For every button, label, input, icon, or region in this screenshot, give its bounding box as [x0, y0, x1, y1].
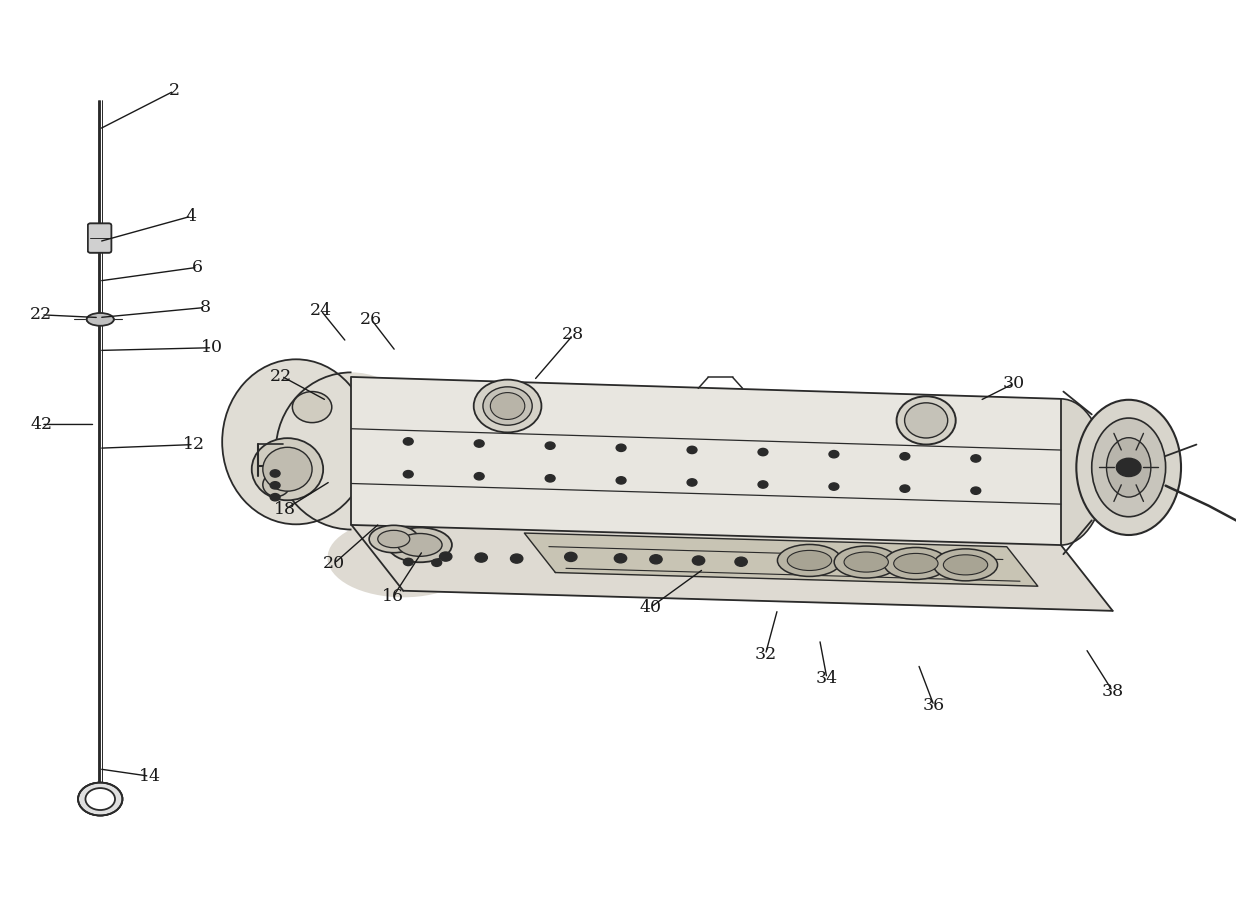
- Circle shape: [564, 552, 577, 561]
- Circle shape: [78, 783, 123, 815]
- Circle shape: [474, 440, 484, 447]
- Ellipse shape: [263, 447, 312, 491]
- Ellipse shape: [263, 473, 290, 497]
- Circle shape: [432, 559, 441, 566]
- Text: 38: 38: [1101, 683, 1123, 700]
- Circle shape: [84, 787, 117, 811]
- Ellipse shape: [474, 380, 542, 432]
- Ellipse shape: [388, 527, 451, 562]
- Ellipse shape: [87, 313, 114, 325]
- Ellipse shape: [1091, 418, 1166, 516]
- Circle shape: [830, 483, 838, 491]
- Circle shape: [403, 470, 413, 478]
- Circle shape: [971, 487, 981, 494]
- Circle shape: [1116, 458, 1141, 477]
- Text: 34: 34: [816, 670, 838, 687]
- Circle shape: [270, 493, 280, 501]
- Circle shape: [758, 448, 768, 455]
- Circle shape: [830, 451, 838, 458]
- Circle shape: [475, 553, 487, 562]
- FancyBboxPatch shape: [88, 223, 112, 253]
- Text: 2: 2: [169, 82, 180, 100]
- Text: 4: 4: [186, 207, 197, 225]
- Text: 10: 10: [201, 339, 223, 356]
- Text: 18: 18: [274, 501, 296, 518]
- Circle shape: [546, 475, 556, 482]
- Ellipse shape: [1076, 400, 1180, 535]
- Ellipse shape: [835, 546, 898, 578]
- Ellipse shape: [398, 534, 443, 556]
- Ellipse shape: [934, 549, 997, 581]
- Ellipse shape: [777, 545, 842, 576]
- Ellipse shape: [293, 392, 332, 422]
- Text: 36: 36: [923, 697, 945, 715]
- Ellipse shape: [787, 550, 832, 571]
- Circle shape: [439, 552, 451, 561]
- Ellipse shape: [327, 518, 479, 597]
- Text: 12: 12: [182, 436, 205, 453]
- Text: 6: 6: [192, 259, 203, 276]
- Circle shape: [735, 557, 748, 566]
- Text: 28: 28: [562, 326, 584, 343]
- Text: 22: 22: [30, 306, 52, 324]
- Circle shape: [546, 442, 556, 449]
- Ellipse shape: [482, 387, 532, 425]
- Circle shape: [900, 453, 910, 460]
- Text: 24: 24: [310, 301, 332, 319]
- Ellipse shape: [894, 553, 937, 573]
- Circle shape: [900, 485, 910, 492]
- Circle shape: [403, 559, 413, 565]
- Circle shape: [616, 477, 626, 484]
- Circle shape: [403, 438, 413, 445]
- Circle shape: [687, 479, 697, 486]
- Text: 32: 32: [754, 646, 776, 663]
- Text: 16: 16: [382, 587, 404, 605]
- Polygon shape: [351, 377, 1061, 545]
- Ellipse shape: [944, 555, 988, 575]
- FancyBboxPatch shape: [88, 223, 112, 253]
- Ellipse shape: [252, 438, 324, 501]
- Text: 14: 14: [139, 768, 160, 785]
- Circle shape: [758, 481, 768, 488]
- Circle shape: [89, 791, 112, 808]
- Circle shape: [692, 556, 704, 565]
- Ellipse shape: [378, 530, 409, 548]
- Polygon shape: [525, 533, 1038, 586]
- Text: 40: 40: [640, 598, 662, 616]
- Circle shape: [687, 446, 697, 454]
- Ellipse shape: [1017, 399, 1105, 545]
- Ellipse shape: [370, 526, 418, 552]
- Ellipse shape: [844, 552, 888, 573]
- Circle shape: [650, 555, 662, 564]
- Text: 42: 42: [30, 416, 52, 433]
- Circle shape: [270, 470, 280, 477]
- Circle shape: [971, 455, 981, 462]
- Text: 26: 26: [360, 311, 382, 328]
- Ellipse shape: [92, 313, 109, 325]
- Circle shape: [616, 444, 626, 452]
- Ellipse shape: [897, 396, 956, 444]
- Circle shape: [78, 783, 123, 815]
- Text: 22: 22: [270, 368, 293, 384]
- Circle shape: [511, 554, 523, 563]
- Circle shape: [614, 554, 626, 562]
- Text: 20: 20: [324, 555, 345, 572]
- Circle shape: [474, 473, 484, 480]
- Text: 8: 8: [200, 299, 211, 316]
- Text: 30: 30: [1003, 375, 1025, 392]
- Ellipse shape: [1106, 438, 1151, 497]
- Circle shape: [86, 788, 115, 810]
- Polygon shape: [351, 525, 1112, 611]
- Ellipse shape: [275, 372, 428, 529]
- Ellipse shape: [905, 403, 947, 438]
- Ellipse shape: [87, 313, 114, 325]
- Ellipse shape: [490, 393, 525, 420]
- Circle shape: [270, 481, 280, 489]
- Ellipse shape: [884, 548, 947, 579]
- Ellipse shape: [222, 360, 370, 525]
